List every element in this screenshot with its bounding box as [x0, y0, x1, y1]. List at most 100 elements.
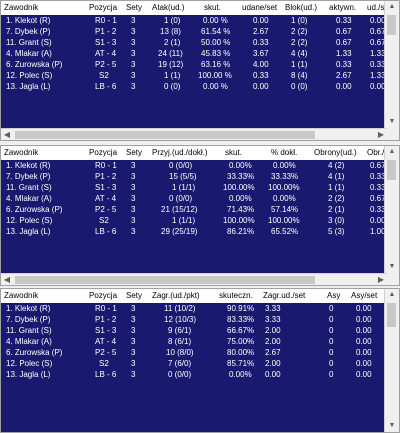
table-row[interactable]: 13. Jagla (L) LB - 6 3 29 (25/19) 86.21% 65.5…	[1, 226, 387, 237]
table-row[interactable]: 1. Klekot (R) R0 - 1 3 1 (0) 0.00 % 0.00 1 (0)…	[1, 15, 387, 26]
block: 1 (1)	[291, 60, 308, 69]
table-row[interactable]: 4. Mlakar (A) AT - 4 3 24 (11) 45.83 % 3.67 4 …	[1, 48, 387, 59]
scroll-down-arrow-icon[interactable]: ▼	[388, 118, 396, 125]
col-header-efficiency[interactable]: skuteczn.	[219, 291, 253, 300]
position: AT - 4	[95, 337, 117, 346]
player-name: 6. Zurowska (P)	[6, 205, 63, 214]
serve-stats-table: 1. Klekot (R) R0 - 1 3 11 (10/2) 90.91% 3.33 0…	[1, 303, 387, 432]
table-row[interactable]: 11. Grant (S) S1 - 3 3 9 (6/1) 66.67% 2.00 0 0.…	[1, 325, 387, 336]
vertical-scrollbar[interactable]: ▲ ▼	[384, 289, 399, 432]
scroll-up-arrow-icon[interactable]: ▲	[388, 3, 396, 10]
col-header-accuracy[interactable]: % dokł.	[271, 148, 298, 157]
col-header-position[interactable]: Pozycja	[89, 148, 118, 157]
scroll-up-arrow-icon[interactable]: ▲	[388, 291, 396, 298]
scroll-left-arrow-icon[interactable]: ◀	[3, 275, 11, 284]
col-header-sets[interactable]: Sety	[126, 3, 143, 12]
sets: 3	[131, 216, 136, 225]
col-header-sets[interactable]: Sety	[126, 148, 143, 157]
aces-per-set: 0.00	[356, 315, 372, 324]
col-header-player[interactable]: Zawodnik	[4, 148, 39, 157]
defense-per-set: 0.33	[370, 205, 386, 214]
table-row[interactable]: 12. Polec (S) S2 3 1 (1/1) 100.00% 100.00% 3 (…	[1, 215, 387, 226]
aces: 0	[329, 304, 334, 313]
col-header-serve-per-set[interactable]: Zagr.ud./set	[263, 291, 306, 300]
table-row[interactable]: 4. Mlakar (A) AT - 4 3 8 (6/1) 75.00% 2.00 0 0.…	[1, 336, 387, 347]
serve-per-set: 2.00	[265, 326, 281, 335]
col-header-position[interactable]: Pozycja	[89, 3, 118, 12]
horizontal-scrollbar-thumb[interactable]	[15, 131, 315, 139]
success-per-set: 4.00	[253, 60, 269, 69]
player-name: 6. Zurowska (P)	[6, 348, 63, 357]
horizontal-scrollbar-thumb[interactable]	[15, 276, 315, 284]
aces: 0	[329, 315, 334, 324]
defense-per-set: 0.33	[370, 172, 386, 181]
scrollbar-thumb[interactable]	[387, 303, 396, 327]
col-header-attack[interactable]: Atak(ud.)	[152, 3, 185, 12]
table-row[interactable]: 11. Grant (S) S1 - 3 3 2 (1) 50.00 % 0.33 2 (2…	[1, 37, 387, 48]
position: P2 - 5	[95, 205, 117, 214]
vertical-scrollbar[interactable]: ▲ ▼	[384, 146, 399, 273]
scroll-right-arrow-icon[interactable]: ▶	[377, 275, 385, 284]
player-name: 1. Klekot (R)	[6, 161, 51, 170]
col-header-block[interactable]: Blok(ud.)	[285, 3, 318, 12]
table-row[interactable]: 4. Mlakar (A) AT - 4 3 0 (0/0) 0.00% 0.00% 2 (…	[1, 193, 387, 204]
accuracy: 100.00%	[268, 216, 300, 225]
col-header-player[interactable]: Zawodnik	[4, 3, 39, 12]
table-row[interactable]: 13. Jagla (L) LB - 6 3 0 (0/0) 0.00% 0.00 0 0.0…	[1, 369, 387, 380]
col-header-reception[interactable]: Przyj.(ud./dokł.)	[152, 148, 208, 157]
scrollbar-thumb[interactable]	[387, 160, 396, 180]
col-header-aces-per-set[interactable]: Asy/set	[351, 291, 378, 300]
col-header-defense-per-set[interactable]: Obr./set	[367, 148, 396, 157]
table-row[interactable]: 6. Zurowska (P) P2 - 5 3 21 (15/12) 71.43% 57…	[1, 204, 387, 215]
player-name: 6. Zurowska (P)	[6, 60, 63, 69]
activity: 0.00	[336, 82, 352, 91]
col-header-success-per-set[interactable]: udane/set	[242, 3, 278, 12]
position: R0 - 1	[95, 161, 117, 170]
horizontal-scrollbar[interactable]: ◀ ▶	[1, 128, 387, 140]
defense-per-set: 0.67	[370, 161, 386, 170]
table-row[interactable]: 11. Grant (S) S1 - 3 3 1 (1/1) 100.00% 100.00…	[1, 182, 387, 193]
table-row[interactable]: 7. Dybek (P) P1 - 2 3 13 (8) 61.54 % 2.67 2 (2…	[1, 26, 387, 37]
table-row[interactable]: 7. Dybek (P) P1 - 2 3 12 (10/3) 83.33% 3.33 0 0…	[1, 314, 387, 325]
col-header-efficiency[interactable]: skut.	[204, 3, 221, 12]
success-per-set: 3.67	[253, 49, 269, 58]
col-header-aces[interactable]: Asy	[327, 291, 341, 300]
defense-per-set: 0.67	[370, 194, 386, 203]
col-header-player[interactable]: Zawodnik	[4, 291, 39, 300]
position: S2	[99, 71, 109, 80]
col-header-efficiency[interactable]: skut.	[225, 148, 242, 157]
efficiency: 100.00 %	[198, 71, 232, 80]
col-header-sets[interactable]: Sety	[126, 291, 143, 300]
accuracy: 100.00%	[268, 183, 300, 192]
defense: 2 (1)	[328, 205, 345, 214]
reception-stats-panel: Zawodnik Pozycja Sety Przyj.(ud./dokł.) …	[0, 145, 400, 286]
table-row[interactable]: 6. Zurowska (P) P2 - 5 3 10 (8/0) 80.00% 2.67…	[1, 347, 387, 358]
position: P2 - 5	[95, 60, 117, 69]
scrollbar-thumb[interactable]	[387, 15, 396, 35]
col-header-defense[interactable]: Obrony(ud.)	[314, 148, 357, 157]
reception: 0 (0/0)	[169, 194, 193, 203]
activity: 2.67	[336, 71, 352, 80]
table-row[interactable]: 12. Polec (S) S2 3 7 (6/0) 85.71% 2.00 0 0.00	[1, 358, 387, 369]
player-name: 13. Jagla (L)	[6, 82, 51, 91]
table-row[interactable]: 1. Klekot (R) R0 - 1 3 0 (0/0) 0.00% 0.00% 4 (…	[1, 160, 387, 171]
horizontal-scrollbar[interactable]: ◀ ▶	[1, 273, 387, 285]
attack: 1 (1)	[164, 71, 181, 80]
table-row[interactable]: 13. Jagla (L) LB - 6 3 0 (0) 0.00 % 0.00 0 (0)…	[1, 81, 387, 92]
table-row[interactable]: 6. Zurowska (P) P2 - 5 3 19 (12) 63.16 % 4.00…	[1, 59, 387, 70]
col-header-activity[interactable]: aktywn.	[329, 3, 357, 12]
scroll-down-arrow-icon[interactable]: ▼	[388, 263, 396, 270]
activity: 0.67	[336, 38, 352, 47]
col-header-serve[interactable]: Zagr.(ud./pkt)	[152, 291, 200, 300]
table-row[interactable]: 1. Klekot (R) R0 - 1 3 11 (10/2) 90.91% 3.33 0…	[1, 303, 387, 314]
table-row[interactable]: 7. Dybek (P) P1 - 2 3 15 (5/5) 33.33% 33.33% 4…	[1, 171, 387, 182]
scroll-down-arrow-icon[interactable]: ▼	[388, 422, 396, 429]
col-header-block-per-set[interactable]: ud./set	[367, 3, 392, 12]
table-row[interactable]: 12. Polec (S) S2 3 1 (1) 100.00 % 0.33 8 (4) 2.…	[1, 70, 387, 81]
scroll-right-arrow-icon[interactable]: ▶	[377, 130, 385, 139]
scroll-left-arrow-icon[interactable]: ◀	[3, 130, 11, 139]
vertical-scrollbar[interactable]: ▲ ▼	[384, 1, 399, 128]
col-header-position[interactable]: Pozycja	[89, 291, 118, 300]
scroll-up-arrow-icon[interactable]: ▲	[388, 148, 396, 155]
aces-per-set: 0.00	[356, 326, 372, 335]
